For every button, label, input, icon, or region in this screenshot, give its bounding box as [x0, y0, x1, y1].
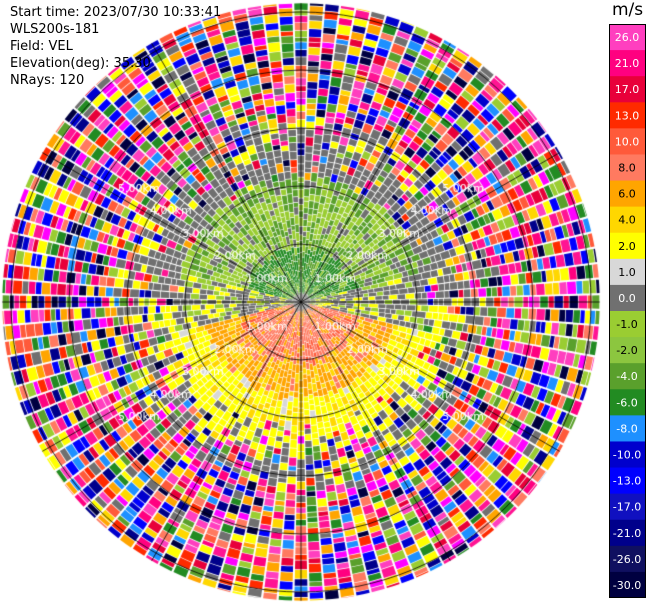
- colorbar-tick-label: -1.0: [616, 318, 637, 331]
- colorbar-tick-label: -10.0: [613, 449, 641, 462]
- colorbar-swatch: [609, 284, 646, 312]
- colorbar-tick-label: 21.0: [615, 57, 640, 70]
- colorbar-swatch: [609, 493, 646, 521]
- nrays-label: NRays: 120: [10, 73, 85, 88]
- colorbar-tick-label: -6.0: [616, 396, 637, 409]
- colorbar-swatch: [609, 415, 646, 442]
- colorbar-tick-label: -4.0: [616, 370, 637, 383]
- scan-info: Start time: 2023/07/30 10:33:41 WLS200s-…: [10, 4, 221, 89]
- colorbar-tick-label: 8.0: [618, 162, 636, 175]
- field-label: Field: VEL: [10, 39, 73, 54]
- colorbar-tick-label: -17.0: [613, 501, 641, 514]
- colorbar-swatch: [609, 206, 646, 234]
- colorbar-tick-label: -26.0: [613, 553, 641, 566]
- colorbar-tick-label: 17.0: [615, 83, 640, 96]
- colorbar-tick-label: -21.0: [613, 527, 641, 540]
- colorbar-swatch: [609, 76, 646, 103]
- colorbar-tick-label: -8.0: [616, 422, 637, 435]
- colorbar-swatch: [609, 128, 646, 155]
- colorbar-tick-label: 10.0: [615, 135, 640, 148]
- colorbar-tick-label: -13.0: [613, 475, 641, 488]
- colorbar-tick-label: -2.0: [616, 344, 637, 357]
- colorbar-swatch: [609, 24, 646, 51]
- colorbar-swatch: [609, 258, 646, 286]
- colorbar-tick-label: 4.0: [618, 214, 636, 227]
- colorbar: 26.0 21.0 17.0 13.0 10.0 8.0 6.0 4.0 2.0 1.0 0.0 -1…: [609, 24, 646, 598]
- instrument-label: WLS200s-181: [10, 22, 100, 37]
- colorbar-swatch: [609, 571, 646, 598]
- colorbar-swatch: [609, 545, 646, 573]
- colorbar-tick-label: 1.0: [618, 266, 636, 279]
- colorbar-swatch: [609, 232, 646, 260]
- ppi-velocity-plot: [0, 0, 610, 607]
- colorbar-swatch: [609, 180, 646, 208]
- colorbar-swatch: [609, 50, 646, 77]
- start-time-label: Start time: 2023/07/30 10:33:41: [10, 5, 222, 20]
- colorbar-unit: m/s: [612, 0, 644, 20]
- colorbar-swatch: [609, 519, 646, 547]
- colorbar-swatch: [609, 441, 646, 469]
- colorbar-swatch: [609, 337, 646, 364]
- colorbar-tick-label: -30.0: [613, 579, 641, 592]
- colorbar-tick-label: 13.0: [615, 109, 640, 122]
- colorbar-swatch: [609, 102, 646, 129]
- colorbar-tick-label: 6.0: [618, 188, 636, 201]
- colorbar-swatch: [609, 363, 646, 390]
- colorbar-tick-label: 26.0: [615, 31, 640, 44]
- colorbar-swatch: [609, 389, 646, 416]
- colorbar-swatch: [609, 154, 646, 182]
- colorbar-swatch: [609, 311, 646, 338]
- colorbar-tick-label: 0.0: [618, 292, 636, 305]
- elevation-label: Elevation(deg): 35.30: [10, 56, 151, 71]
- colorbar-tick-label: 2.0: [618, 240, 636, 253]
- colorbar-swatch: [609, 467, 646, 495]
